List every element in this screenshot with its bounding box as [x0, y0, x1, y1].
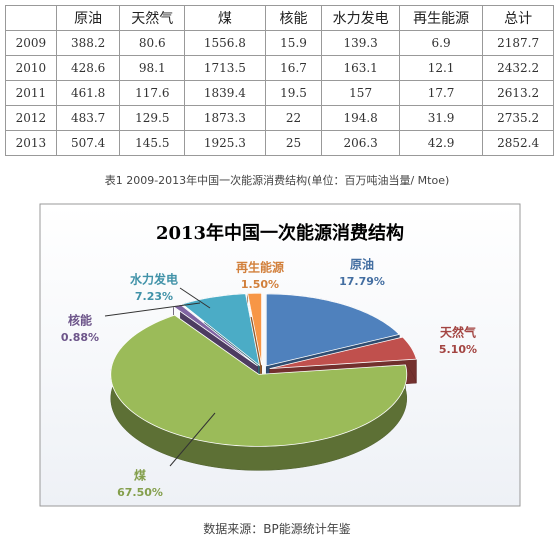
value-cell: 31.9 [398, 105, 484, 131]
category-label: 天然气 [440, 325, 476, 340]
value-cell: 25 [264, 130, 323, 156]
category-label: 原油 [350, 257, 374, 272]
category-label: 再生能源 [236, 260, 284, 275]
value-cell: 428.6 [55, 55, 121, 81]
value-cell: 129.5 [119, 105, 186, 131]
value-cell: 15.9 [264, 30, 323, 56]
value-label: 17.79% [339, 275, 385, 288]
year-cell: 2011 [5, 80, 57, 106]
year-cell: 2012 [5, 105, 57, 131]
year-cell: 2009 [5, 30, 57, 56]
value-cell: 145.5 [119, 130, 186, 156]
source-note: 数据来源：BP能源统计年鉴 [203, 522, 351, 536]
category-label: 核能 [68, 313, 92, 328]
value-cell: 157 [321, 80, 400, 106]
leader-line [169, 412, 216, 467]
value-cell: 1556.8 [184, 30, 266, 56]
slice [269, 336, 417, 370]
table-row: 2011 461.8 117.6 1839.4 19.5 157 17.7 2613.2 [5, 80, 554, 106]
value-cell: 483.7 [55, 105, 121, 131]
corner-cell [5, 5, 57, 31]
chart: 2013年中国一次能源消费结构 原油 17.79% 天然气 5.10% 煤 67.50% 核… [39, 203, 521, 507]
value-cell: 12.1 [398, 55, 484, 81]
value-cell: 80.6 [119, 30, 186, 56]
slice [247, 292, 263, 366]
category-label: 煤 [134, 468, 146, 483]
value-cell: 19.5 [264, 80, 323, 106]
value-label: 1.50% [241, 278, 279, 291]
category-label: 水力发电 [130, 272, 178, 287]
value-cell: 117.6 [119, 80, 186, 106]
value-cell: 6.9 [398, 30, 484, 56]
value-cell: 1839.4 [184, 80, 266, 106]
value-cell: 17.7 [398, 80, 484, 106]
table-row: 2009 388.2 80.6 1556.8 15.9 139.3 6.9 2187.7 [5, 30, 554, 56]
column-header: 天然气 [119, 5, 186, 31]
table-row: 2012 483.7 129.5 1873.3 22 194.8 31.9 2735.2 [5, 105, 554, 131]
value-label: 0.88% [61, 331, 99, 344]
value-cell: 507.4 [55, 130, 121, 156]
value-cell: 1873.3 [184, 105, 266, 131]
column-header: 再生能源 [398, 5, 484, 31]
value-cell: 98.1 [119, 55, 186, 81]
value-cell: 2613.2 [482, 80, 554, 106]
value-cell: 388.2 [55, 30, 121, 56]
value-cell: 2852.4 [482, 130, 554, 156]
value-cell: 194.8 [321, 105, 400, 131]
chart-title: 2013年中国一次能源消费结构 [156, 222, 404, 244]
value-cell: 42.9 [398, 130, 484, 156]
leader-line [104, 302, 201, 317]
column-header: 煤 [184, 5, 266, 31]
column-header: 总计 [482, 5, 554, 31]
data-table: 原油 天然气煤核能 水力发电 再生能源 总计 2009 388.2 80.6 1556.8 15… [5, 5, 554, 156]
column-header: 核能 [264, 5, 323, 31]
value-cell: 163.1 [321, 55, 400, 81]
value-cell: 461.8 [55, 80, 121, 106]
year-cell: 2013 [5, 130, 57, 156]
value-cell: 1925.3 [184, 130, 266, 156]
value-cell: 2432.2 [482, 55, 554, 81]
table-caption: 表1 2009-2013年中国一次能源消费结构(单位：百万吨油当量/ Mtoe) [104, 174, 450, 187]
value-label: 67.50% [117, 486, 163, 499]
value-label: 5.10% [439, 343, 477, 356]
value-cell: 16.7 [264, 55, 323, 81]
value-cell: 206.3 [321, 130, 400, 156]
value-cell: 1713.5 [184, 55, 266, 81]
slice [181, 293, 261, 367]
table-row: 2010 428.6 98.1 1713.5 16.7 163.1 12.1 2432.2 [5, 55, 554, 81]
table-row: 2013 507.4 145.5 1925.3 25 206.3 42.9 2852.4 [5, 130, 554, 156]
table-header: 原油 天然气煤核能 水力发电 再生能源 总计 [5, 5, 554, 31]
value-cell: 139.3 [321, 30, 400, 56]
slice [265, 293, 401, 367]
slice [110, 314, 408, 447]
leader-line [179, 287, 211, 309]
value-cell: 2187.7 [482, 30, 554, 56]
column-header: 原油 [55, 5, 121, 31]
value-label: 7.23% [135, 290, 173, 303]
column-header: 水力发电 [321, 5, 400, 31]
value-cell: 2735.2 [482, 105, 554, 131]
year-cell: 2010 [5, 55, 57, 81]
value-cell: 22 [264, 105, 323, 131]
